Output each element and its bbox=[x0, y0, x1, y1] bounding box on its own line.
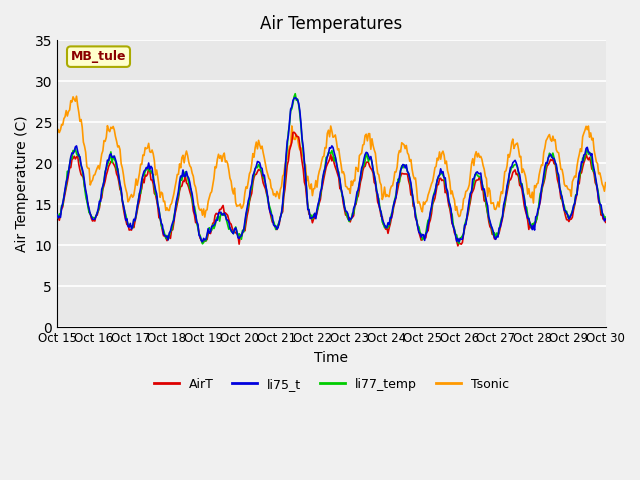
Y-axis label: Air Temperature (C): Air Temperature (C) bbox=[15, 115, 29, 252]
Title: Air Temperatures: Air Temperatures bbox=[260, 15, 403, 33]
Text: MB_tule: MB_tule bbox=[71, 50, 126, 63]
Legend: AirT, li75_t, li77_temp, Tsonic: AirT, li75_t, li77_temp, Tsonic bbox=[148, 372, 514, 396]
X-axis label: Time: Time bbox=[314, 350, 348, 365]
